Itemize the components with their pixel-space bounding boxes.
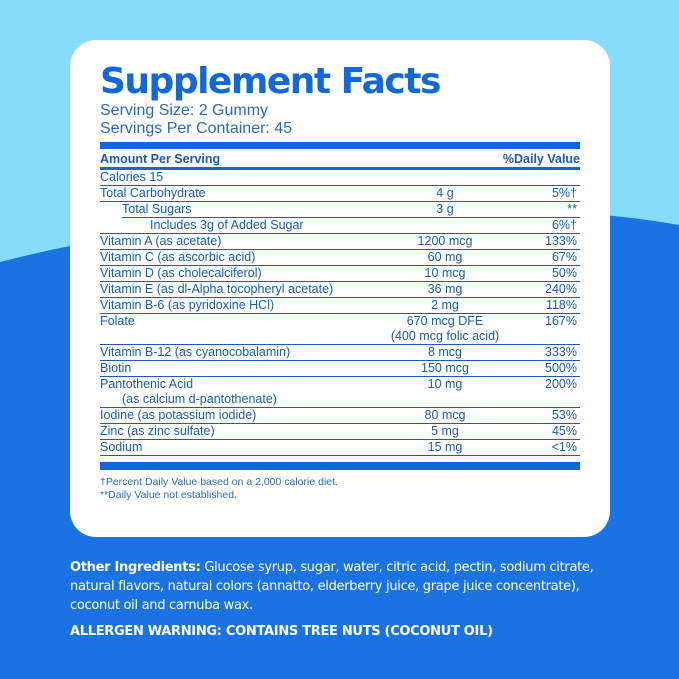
nutrient-name: Vitamin E (as dl-Alpha tocopheryl acetat… — [100, 282, 334, 296]
nutrient-amount-detail: (400 mcg folic acid) — [390, 329, 500, 343]
footnote: **Daily Value not established. — [100, 489, 237, 501]
nutrient-amount: 5 mg — [431, 424, 459, 438]
panel-title: Supplement Facts — [100, 61, 441, 102]
nutrient-name: Iodine (as potassium iodide) — [100, 408, 257, 422]
nutrient-amount: 4 g — [436, 186, 454, 200]
nutrient-dv: 500% — [545, 361, 577, 375]
nutrient-row: Includes 3g of Added Sugar 6%† — [100, 218, 580, 234]
nutrient-name: Pantothenic Acid — [100, 377, 194, 391]
nutrient-amount: 15 mg — [427, 440, 463, 454]
nutrient-row: Biotin 150 mcg 500% — [100, 361, 580, 377]
serving-size: Serving Size: 2 Gummy — [100, 102, 269, 119]
supplement-facts-panel: Supplement Facts Serving Size: 2 Gummy S… — [70, 40, 610, 537]
nutrient-row: Total Carbohydrate 4 g 5%† — [100, 186, 580, 202]
nutrient-amount: 10 mcg — [424, 266, 466, 280]
nutrient-dv: 118% — [545, 298, 577, 312]
nutrient-row: Pantothenic Acid (as calcium d-pantothena… — [100, 377, 580, 408]
nutrient-dv: ** — [567, 202, 577, 216]
divider — [100, 142, 580, 149]
nutrient-row: Zinc (as zinc sulfate) 5 mg 45% — [100, 424, 580, 440]
nutrient-dv: 240% — [545, 282, 577, 296]
nutrient-amount: 8 mcg — [427, 345, 463, 359]
nutrient-name: Biotin — [100, 361, 132, 375]
nutrient-row: Folate 670 mcg DFE (400 mcg folic acid) 167… — [100, 314, 580, 345]
amount-header: Amount Per Serving — [100, 152, 221, 166]
nutrient-row: Vitamin C (as ascorbic acid) 60 mg 67% — [100, 250, 580, 266]
nutrient-row: Vitamin D (as cholecalciferol) 10 mcg 50% — [100, 266, 580, 282]
nutrient-name: Includes 3g of Added Sugar — [150, 218, 304, 232]
nutrient-dv: 167% — [545, 314, 577, 328]
nutrient-dv: <1% — [551, 440, 577, 454]
nutrient-dv: 5%† — [551, 186, 577, 200]
servings-per-container: Servings Per Container: 45 — [100, 120, 293, 137]
footnote: †Percent Daily Value based on a 2,000 ca… — [100, 476, 338, 488]
nutrient-amount: 60 mg — [427, 250, 463, 264]
other-ingredients: Other Ingredients: Glucose syrup, sugar,… — [70, 558, 630, 615]
nutrient-row: Vitamin B-6 (as pyridoxine HCl) 2 mg 118% — [100, 298, 580, 314]
calories-row: Calories 15 — [100, 170, 580, 186]
nutrient-row: Iodine (as potassium iodide) 80 mcg 53% — [100, 408, 580, 424]
nutrient-row: Total Sugars 3 g ** — [122, 202, 580, 218]
allergen-warning: ALLERGEN WARNING: CONTAINS TREE NUTS (CO… — [70, 624, 493, 639]
nutrient-name: Vitamin A (as acetate) — [100, 234, 222, 248]
nutrient-row: Vitamin A (as acetate) 1200 mcg 133% — [100, 234, 580, 250]
nutrient-amount: 670 mcg DFE — [406, 314, 484, 328]
nutrient-dv: 67% — [551, 250, 577, 264]
nutrient-name: Sodium — [100, 440, 143, 454]
nutrient-amount: 150 mcg — [421, 361, 469, 375]
nutrient-name: Vitamin B-6 (as pyridoxine HCl) — [100, 298, 275, 312]
nutrient-name: Total Carbohydrate — [100, 186, 206, 200]
nutrient-row: Sodium 15 mg <1% — [100, 440, 580, 456]
nutrient-amount: 2 mg — [431, 298, 459, 312]
nutrient-name: Folate — [100, 314, 135, 328]
divider — [100, 462, 580, 470]
nutrient-amount: 1200 mcg — [417, 234, 473, 248]
nutrient-amount: 3 g — [436, 202, 454, 216]
other-ingredients-label: Other Ingredients: — [70, 560, 201, 575]
nutrient-name: Vitamin D (as cholecalciferol) — [100, 266, 262, 280]
nutrient-row: Vitamin B-12 (as cyanocobalamin) 8 mcg 333… — [100, 345, 580, 361]
nutrient-dv: 200% — [545, 377, 577, 391]
nutrient-amount: 36 mg — [427, 282, 463, 296]
dv-header: %Daily Value — [502, 152, 580, 166]
nutrient-name: Vitamin B-12 (as cyanocobalamin) — [100, 345, 291, 359]
nutrient-source: (as calcium d-pantothenate) — [122, 392, 277, 406]
nutrient-amount: 10 mg — [427, 377, 463, 391]
nutrient-amount: 80 mcg — [424, 408, 466, 422]
nutrient-dv: 53% — [551, 408, 577, 422]
nutrient-name: Zinc (as zinc sulfate) — [100, 424, 215, 438]
nutrient-row: Vitamin E (as dl-Alpha tocopheryl acetat… — [100, 282, 580, 298]
nutrient-dv: 6%† — [551, 218, 577, 232]
nutrient-dv: 45% — [551, 424, 577, 438]
other-ingredients-text: Glucose syrup, sugar, water, citric acid… — [70, 560, 594, 613]
nutrient-name: Total Sugars — [122, 202, 192, 216]
nutrient-dv: 133% — [545, 234, 577, 248]
nutrient-dv: 50% — [551, 266, 577, 280]
table-header: Amount Per Serving %Daily Value — [100, 149, 580, 170]
nutrient-dv: 333% — [545, 345, 577, 359]
nutrient-name: Vitamin C (as ascorbic acid) — [100, 250, 256, 264]
